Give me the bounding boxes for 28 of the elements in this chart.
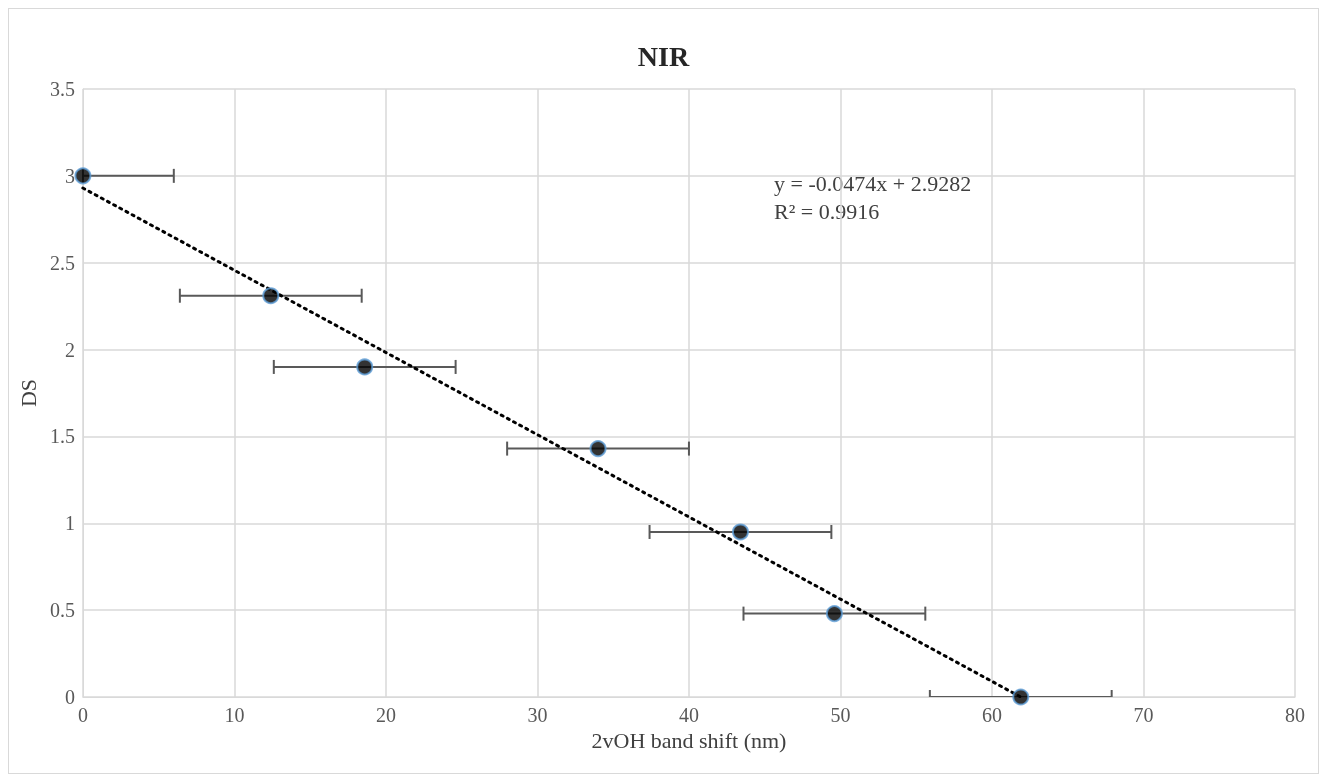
annotation: y = -0.0474x + 2.9282 xyxy=(774,170,972,196)
y-tick-label: 3 xyxy=(64,164,75,187)
x-tick-label: 40 xyxy=(678,704,699,726)
x-axis-title: 2vOH band shift (nm) xyxy=(591,728,787,754)
x-tick-label: 60 xyxy=(981,704,1002,726)
point xyxy=(356,358,374,376)
annotation: R² = 0.9916 xyxy=(774,198,880,224)
y-tick-label: 1 xyxy=(64,512,75,535)
y-tick-label: 2.5 xyxy=(49,251,75,274)
point xyxy=(731,523,749,541)
x-tick-label: 70 xyxy=(1133,704,1154,726)
x-tick-label: 80 xyxy=(1285,704,1305,726)
x-tick-label: 20 xyxy=(375,704,396,726)
x-tick-label: 10 xyxy=(224,704,245,726)
point xyxy=(589,440,607,458)
y-tick-label: 2 xyxy=(64,338,75,361)
chart-title: NIR xyxy=(637,40,690,72)
y-tick-label: 0 xyxy=(64,686,75,708)
y-axis-title: DS xyxy=(15,378,41,408)
y-tick-label: 0.5 xyxy=(49,599,75,622)
point xyxy=(825,605,843,623)
x-tick-label: 30 xyxy=(527,704,548,726)
y-tick-label: 3.5 xyxy=(49,78,75,100)
point xyxy=(262,287,280,305)
point xyxy=(1012,688,1030,706)
point xyxy=(74,167,92,185)
x-tick-label: 50 xyxy=(830,704,851,726)
y-tick-label: 1.5 xyxy=(49,425,75,448)
